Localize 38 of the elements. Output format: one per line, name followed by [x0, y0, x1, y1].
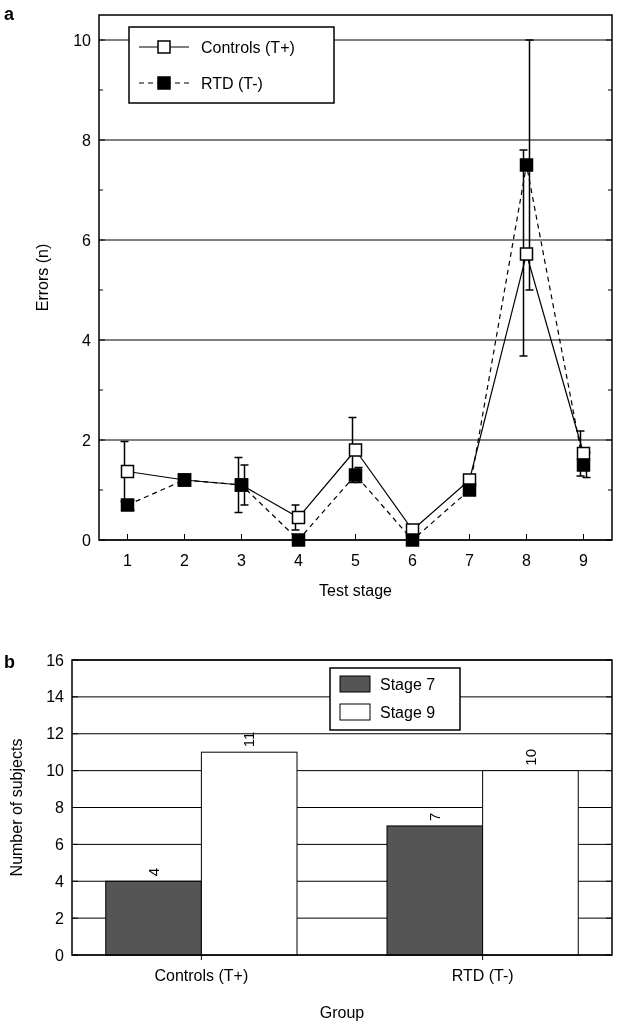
x-tick-label: 2	[180, 552, 190, 569]
y-tick-label: 10	[46, 762, 65, 780]
y-tick-label: 12	[46, 725, 65, 743]
y-axis-title: Number of subjects	[8, 738, 25, 877]
y-tick-label: 14	[46, 688, 65, 706]
legend-label: Stage 9	[380, 703, 436, 721]
text: b	[4, 652, 15, 672]
x-tick-label: 4	[294, 552, 304, 569]
x-tick-label: 5	[351, 552, 361, 569]
x-axis-title: Group	[319, 1004, 365, 1021]
y-tick-label: 4	[55, 872, 65, 890]
y-tick-label: 8	[55, 799, 65, 817]
x-tick-label: 1	[123, 552, 133, 569]
x-tick-label: 3	[237, 552, 247, 569]
y-tick-label: 6	[55, 835, 65, 853]
data-label: 7	[426, 812, 444, 821]
data-label: 10	[521, 748, 539, 766]
data-label: 4	[144, 867, 162, 877]
y-tick-label: 4	[82, 331, 92, 349]
y-tick-label: 0	[82, 531, 92, 549]
legend-label: RTD (T-)	[201, 74, 263, 92]
x-tick-label: 6	[408, 552, 418, 569]
data-label: 11	[240, 731, 258, 748]
y-tick-label: 16	[46, 651, 65, 669]
y-tick-label: 0	[55, 946, 65, 964]
y-tick-label: 10	[73, 31, 92, 49]
legend-label: Stage 7	[380, 675, 436, 693]
y-axis-title: Errors (n)	[34, 243, 51, 312]
y-tick-label: 8	[82, 131, 92, 149]
text: a	[4, 4, 15, 24]
x-tick-label: 9	[579, 552, 589, 569]
x-tick-label: 8	[522, 552, 532, 569]
y-tick-label: 2	[55, 909, 65, 927]
y-tick-label: 2	[82, 431, 92, 449]
y-tick-label: 6	[82, 231, 92, 249]
x-tick-label: 7	[465, 552, 475, 569]
legend-label: Controls (T+)	[201, 38, 295, 56]
x-axis-title: Test stage	[319, 582, 393, 599]
